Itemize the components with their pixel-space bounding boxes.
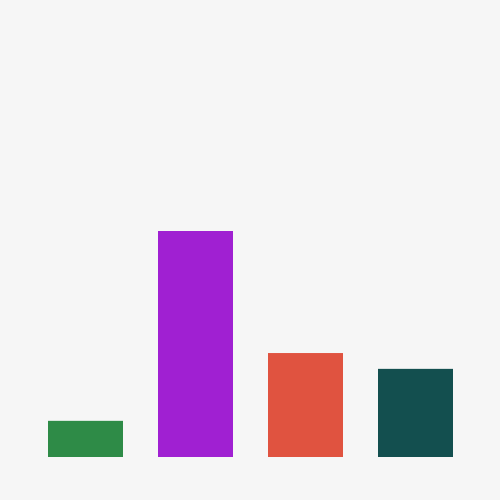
bar-4 — [378, 368, 453, 457]
bar-1 — [48, 420, 123, 457]
bar-2 — [158, 231, 233, 457]
bar-3 — [268, 353, 343, 457]
